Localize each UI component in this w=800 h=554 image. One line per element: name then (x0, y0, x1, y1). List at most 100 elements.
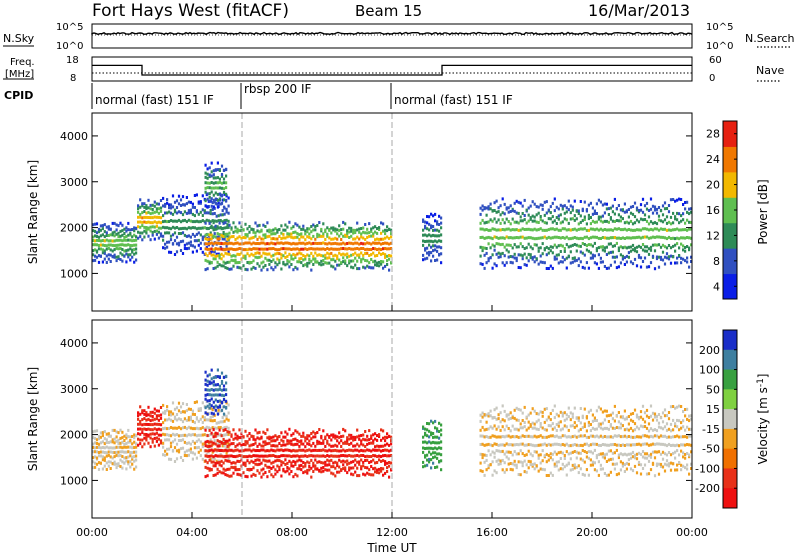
velocity-cell (609, 413, 612, 417)
power-cell (195, 227, 198, 231)
velocity-cell (204, 465, 207, 469)
velocity-cell (181, 410, 185, 414)
velocity-cell (440, 423, 443, 427)
velocity-cell (181, 459, 185, 462)
power-cell (595, 249, 598, 253)
velocity-cell (208, 388, 211, 392)
power-cell (655, 255, 659, 259)
velocity-cell (149, 423, 152, 427)
power-cell (115, 243, 118, 247)
velocity-cell (213, 439, 216, 443)
power-cell (356, 235, 359, 239)
velocity-cell (232, 428, 235, 432)
power-cell (493, 262, 496, 266)
velocity-cell (105, 451, 108, 455)
power-cell (166, 240, 169, 244)
velocity-cell (688, 419, 691, 423)
power-cell (529, 253, 532, 257)
power-cell (360, 235, 363, 239)
power-cell (206, 267, 209, 271)
power-cell (571, 256, 574, 260)
velocity-cell (676, 463, 679, 467)
power-cell (346, 255, 349, 259)
power-cell (619, 215, 622, 219)
power-cell (541, 207, 544, 211)
velocity-cell (354, 435, 357, 439)
power-cell (623, 210, 626, 214)
velocity-cell (549, 418, 552, 422)
power-cell (207, 239, 210, 243)
power-cell (258, 223, 261, 227)
velocity-cell (145, 435, 148, 439)
velocity-cell (169, 445, 173, 449)
velocity-cell (221, 405, 224, 409)
velocity-cell (268, 437, 271, 441)
velocity-cell (232, 449, 235, 453)
power-cell (543, 200, 546, 204)
power-cell (217, 226, 220, 230)
power-cell (248, 230, 251, 234)
power-bar-tick-label: 4 (713, 280, 720, 293)
power-cell (338, 224, 341, 228)
power-cell (308, 261, 311, 265)
velocity-cell (334, 443, 337, 447)
power-cell (635, 208, 639, 212)
power-cell (137, 207, 140, 211)
velocity-cell (314, 454, 317, 458)
power-cell (372, 234, 375, 238)
power-cell (513, 209, 516, 213)
power-cell (123, 249, 126, 253)
velocity-cell (434, 435, 437, 439)
power-cell (266, 221, 269, 225)
power-cell (270, 254, 273, 258)
velocity-cell (589, 450, 592, 454)
velocity-cell (264, 454, 267, 458)
power-cell (222, 168, 226, 172)
power-cell (290, 242, 293, 246)
velocity-cell (643, 434, 647, 438)
power-cell (533, 215, 536, 219)
velocity-cell (547, 415, 550, 419)
velocity-cell (573, 425, 576, 429)
power-cell (125, 243, 128, 247)
velocity-cell (601, 452, 604, 456)
power-cell (344, 253, 347, 257)
power-cell (260, 261, 263, 265)
power-cell (623, 202, 626, 206)
power-cell (515, 220, 518, 224)
velocity-cell (177, 450, 181, 454)
power-cell (214, 247, 217, 251)
velocity-cell (639, 452, 643, 456)
velocity-cell (155, 417, 158, 421)
velocity-cell (567, 435, 570, 439)
velocity-cell (680, 443, 683, 447)
velocity-cell (254, 441, 257, 445)
velocity-cell (216, 448, 219, 452)
velocity-cell (690, 414, 693, 418)
power-cell (525, 236, 528, 240)
velocity-cell (567, 444, 570, 448)
velocity-cell (672, 418, 675, 422)
velocity-cell (209, 427, 212, 431)
velocity-cell (676, 449, 679, 453)
power-cell (627, 255, 630, 259)
power-cell (374, 238, 377, 242)
velocity-cell (497, 443, 500, 447)
velocity-cell (390, 435, 393, 439)
power-cell (641, 248, 645, 252)
velocity-cell (569, 424, 572, 428)
power-cell (218, 177, 221, 181)
power-cell (306, 235, 309, 239)
power-cell (505, 235, 508, 239)
power-cell (665, 256, 669, 260)
power-cell (236, 227, 239, 231)
power-cell (226, 237, 229, 241)
power-cell (274, 252, 277, 256)
power-cell (244, 248, 247, 252)
velocity-cell (607, 414, 610, 418)
velocity-cell (220, 400, 224, 404)
velocity-cell (430, 458, 433, 462)
power-cell (177, 218, 181, 222)
velocity-cell (179, 447, 183, 451)
velocity-cell (428, 460, 431, 464)
